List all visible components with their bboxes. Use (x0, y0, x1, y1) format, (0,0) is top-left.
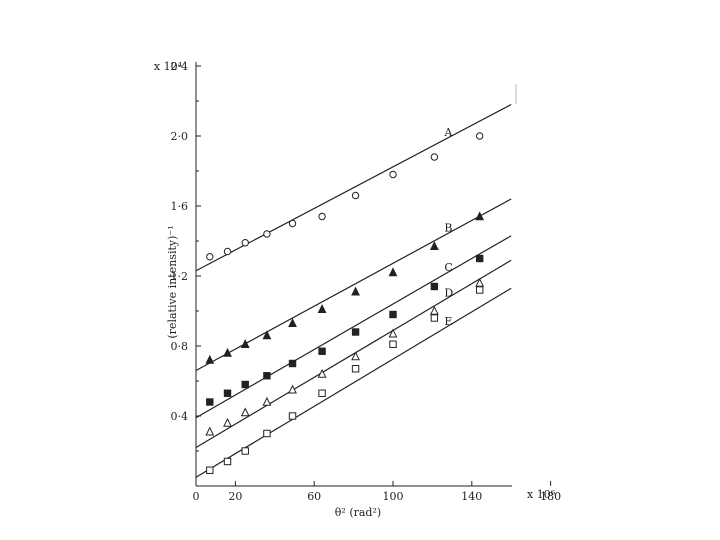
y-tick-label: 0·8 (171, 340, 189, 353)
data-point-c (475, 254, 484, 263)
data-point-c (288, 359, 297, 368)
series-label-a: A (443, 126, 453, 139)
data-point-e (223, 457, 232, 466)
series-labels: A B CD E (443, 126, 453, 328)
x-tick-label: 180 (540, 490, 561, 503)
data-point-e (206, 466, 214, 474)
data-point-e (241, 447, 249, 455)
data-point-c (389, 310, 397, 319)
data-point-e (389, 340, 397, 348)
data-point-a (263, 230, 271, 238)
data-point-c (206, 398, 214, 406)
data-point-a (351, 191, 360, 200)
data-point-c (351, 328, 360, 336)
fit-line-e (195, 287, 512, 478)
data-point-e (475, 286, 484, 294)
data-point-d (351, 351, 360, 361)
data-point-c (241, 380, 249, 389)
x-tick-label: 0 (193, 490, 200, 503)
data-point-c (263, 372, 271, 380)
data-point-d (223, 417, 232, 427)
fit-line-c (195, 235, 512, 419)
data-point-d (288, 384, 297, 394)
axis-ticks: 0 20 60 100 140 180 0·4 0·8 1·2 1·6 2·0 2·4 (171, 60, 562, 503)
series-label-c: C (444, 261, 452, 274)
data-point-a (475, 132, 484, 140)
data-point-b (475, 211, 485, 221)
data-point-b (262, 330, 272, 340)
y-tick-label: 1·6 (171, 200, 189, 213)
data-point-e (430, 314, 439, 322)
data-point-d (205, 426, 215, 436)
x-tick-label: 20 (228, 490, 242, 503)
fit-line-b (195, 198, 512, 372)
data-point-c (318, 347, 326, 355)
data-point-d (240, 407, 250, 417)
x-tick-label: 100 (383, 490, 404, 503)
data-point-d (262, 396, 272, 406)
y-tick-label: 2·0 (171, 130, 189, 143)
data-point-a (389, 170, 397, 179)
data-points (205, 132, 485, 474)
x-axis-multiplier: x 10⁶ (527, 488, 556, 501)
data-point-d (388, 328, 398, 338)
x-axis-label: θ² (rad²) (335, 506, 381, 519)
data-point-b (317, 304, 327, 313)
data-point-b (205, 354, 215, 364)
data-point-a (206, 253, 214, 261)
data-point-b (240, 339, 250, 348)
data-point-b (351, 286, 360, 296)
y-axis-multiplier: x 10⁴ (154, 60, 183, 73)
data-point-d (429, 305, 439, 315)
data-point-b (388, 267, 398, 277)
data-point-a (241, 239, 249, 247)
data-point-a (288, 219, 297, 228)
x-tick-label: 140 (461, 490, 482, 503)
y-tick-label: 0·4 (171, 410, 189, 423)
series-label-d: D (444, 287, 453, 300)
data-point-e (263, 429, 271, 438)
data-point-c (223, 389, 232, 397)
fit-line-d (195, 259, 512, 449)
data-point-e (351, 365, 360, 373)
series-label-e: E (444, 315, 452, 328)
y-tick-label: 1·2 (171, 270, 189, 283)
data-point-b (429, 241, 439, 250)
data-point-a (318, 212, 326, 221)
y-tick-label: 2·4 (171, 60, 189, 73)
data-point-a (223, 247, 232, 256)
data-point-e (318, 389, 326, 397)
x-tick-label: 60 (307, 490, 321, 503)
data-point-b (223, 347, 232, 357)
series-label-b: B (444, 222, 452, 235)
data-point-d (317, 368, 327, 378)
data-point-e (288, 412, 297, 420)
data-point-c (430, 282, 439, 291)
y-axis-label: (relative intensity)⁻¹ (166, 225, 179, 338)
data-point-b (288, 318, 297, 327)
data-point-d (475, 277, 485, 287)
data-point-a (430, 153, 439, 161)
